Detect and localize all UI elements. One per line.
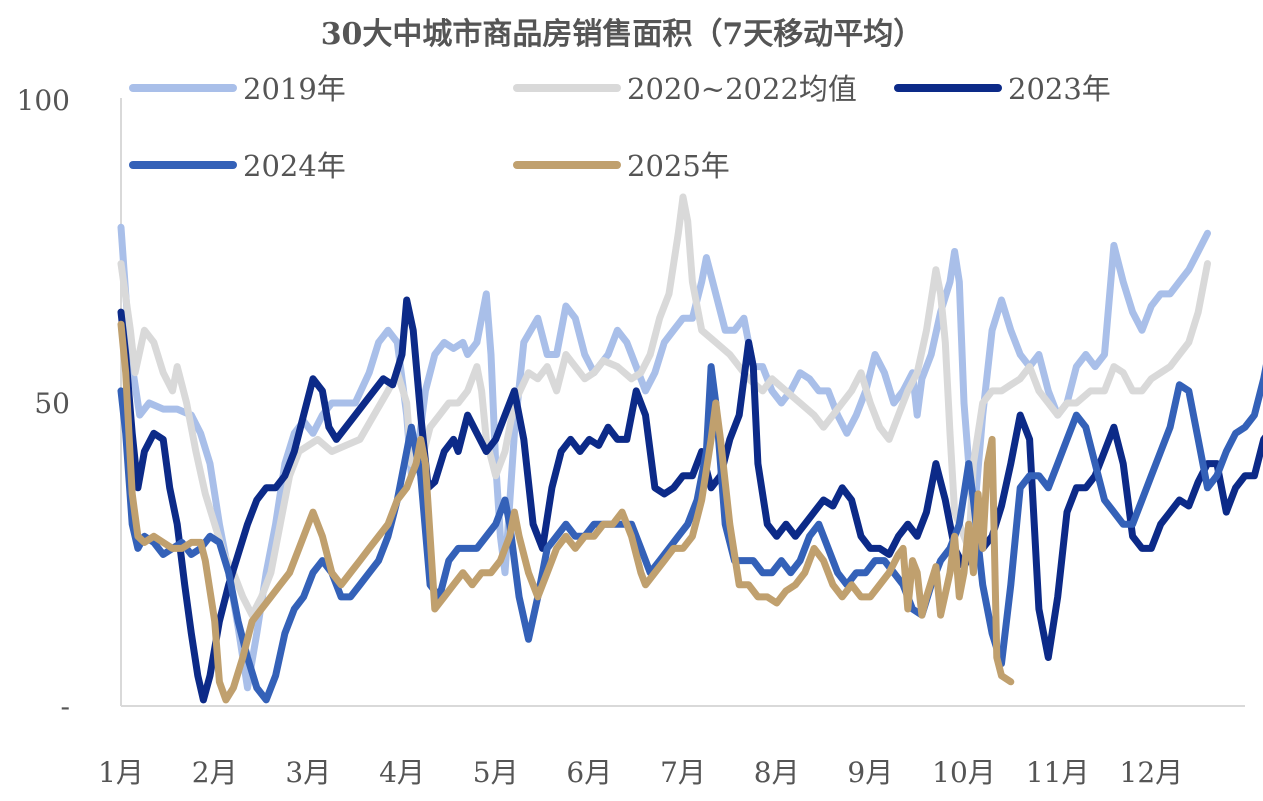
legend-label: 2023年 bbox=[1008, 72, 1111, 106]
x-tick-label: 3月 bbox=[285, 756, 331, 789]
legend-label: 2024年 bbox=[243, 149, 346, 183]
series-line-1 bbox=[117, 193, 1211, 619]
series-line-0 bbox=[117, 223, 1211, 692]
legend: 2019年 2020~2022均值 2023年 2024年 2025年 bbox=[129, 72, 1111, 183]
x-tick-label: 1月 bbox=[98, 756, 144, 789]
x-tick-label: 7月 bbox=[660, 756, 706, 789]
legend-label: 2020~2022均值 bbox=[627, 72, 857, 106]
y-tick-label: - bbox=[61, 690, 70, 723]
x-tick-label: 6月 bbox=[566, 756, 612, 789]
series-line-3 bbox=[117, 363, 1263, 704]
legend-label: 2025年 bbox=[627, 149, 730, 183]
legend-label: 2019年 bbox=[243, 72, 346, 106]
y-axis-ticks: 100 50 - bbox=[17, 84, 70, 723]
x-tick-label: 4月 bbox=[379, 756, 425, 789]
x-axis-ticks: 1月 2月 3月 4月 5月 6月 7月 8月 9月 10月 11月 12月 bbox=[98, 756, 1183, 789]
series-line-4 bbox=[117, 320, 1015, 704]
x-tick-label: 12月 bbox=[1120, 756, 1184, 789]
x-tick-label: 2月 bbox=[192, 756, 238, 789]
chart-title: 30大中城市商品房销售面积（7天移动平均） bbox=[321, 17, 924, 52]
x-tick-label: 9月 bbox=[847, 756, 893, 789]
y-tick-label: 50 bbox=[34, 387, 70, 420]
y-tick-label: 100 bbox=[17, 84, 70, 117]
x-tick-label: 5月 bbox=[473, 756, 519, 789]
x-tick-label: 10月 bbox=[932, 756, 996, 789]
series-line-2 bbox=[117, 296, 1263, 704]
x-tick-label: 11月 bbox=[1026, 756, 1090, 789]
plot-area bbox=[117, 193, 1263, 704]
x-tick-label: 8月 bbox=[754, 756, 800, 789]
